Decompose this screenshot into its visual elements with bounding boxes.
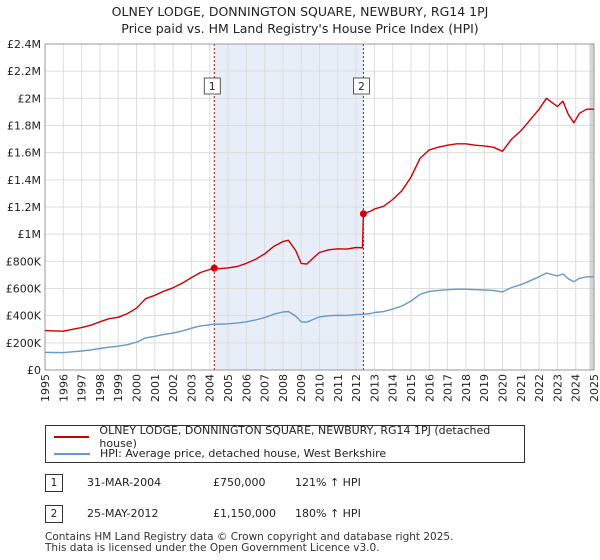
x-tick-label: 2022 xyxy=(533,374,546,402)
y-tick-label: £2M xyxy=(18,92,42,105)
x-tick-label: 2002 xyxy=(167,374,180,402)
x-tick-label: 2006 xyxy=(240,374,253,402)
y-tick-label: £2.2M xyxy=(7,65,41,78)
footer-licence: This data is licensed under the Open Gov… xyxy=(45,542,380,554)
legend-label-property: OLNEY LODGE, DONNINGTON SQUARE, NEWBURY,… xyxy=(99,423,491,450)
x-tick-label: 2017 xyxy=(442,374,455,402)
x-tick-label: 1999 xyxy=(112,374,125,402)
transaction-hpi-change: 121% ↑ HPI xyxy=(295,476,361,489)
x-tick-label: 2004 xyxy=(204,374,217,402)
x-tick-label: 2013 xyxy=(368,374,381,402)
x-tick-label: 2016 xyxy=(423,374,436,402)
x-tick-label: 2012 xyxy=(350,374,363,402)
chart-title-block: OLNEY LODGE, DONNINGTON SQUARE, NEWBURY,… xyxy=(0,3,600,37)
y-tick-label: £600K xyxy=(6,283,42,296)
y-tick-label: £400K xyxy=(6,310,42,323)
x-tick-label: 2021 xyxy=(515,374,528,402)
legend-swatch-hpi xyxy=(54,452,90,455)
x-tick-label: 2010 xyxy=(314,374,327,402)
chart-title: OLNEY LODGE, DONNINGTON SQUARE, NEWBURY,… xyxy=(111,4,489,19)
transaction-number-badge: 2 xyxy=(45,505,63,523)
x-tick-label: 2014 xyxy=(387,374,400,402)
transaction-number-badge: 1 xyxy=(45,474,63,492)
series-line-property xyxy=(44,97,594,332)
legend-label-hpi: HPI: Average price, detached house, West… xyxy=(100,447,387,460)
sale-point-marker xyxy=(359,210,367,218)
y-tick-label: £1.2M xyxy=(7,201,41,214)
footer-copyright: Contains HM Land Registry data © Crown c… xyxy=(45,531,454,543)
series-line-hpi xyxy=(44,272,594,354)
y-tick-label: £1.4M xyxy=(7,174,41,187)
x-tick-label: 2009 xyxy=(295,374,308,402)
x-tick-label: 2001 xyxy=(149,374,162,402)
x-tick-label: 1997 xyxy=(76,374,89,402)
x-tick-label: 2025 xyxy=(588,374,600,402)
legend-item-hpi: HPI: Average price, detached house, West… xyxy=(54,446,386,461)
legend-item-property: OLNEY LODGE, DONNINGTON SQUARE, NEWBURY,… xyxy=(54,424,524,450)
sale-point-marker xyxy=(210,264,218,272)
transaction-price: £750,000 xyxy=(213,476,266,489)
transaction-row: 2 25-MAY-2012 £1,150,000 180% ↑ HPI xyxy=(45,505,405,525)
x-tick-label: 1996 xyxy=(57,374,70,402)
y-tick-label: £1M xyxy=(18,228,42,241)
transaction-date: 31-MAR-2004 xyxy=(87,476,162,489)
annotation-box xyxy=(353,77,370,95)
x-tick-label: 2023 xyxy=(551,374,564,402)
transaction-row: 1 31-MAR-2004 £750,000 121% ↑ HPI xyxy=(45,474,405,494)
y-tick-label: £200K xyxy=(6,337,42,350)
legend: OLNEY LODGE, DONNINGTON SQUARE, NEWBURY,… xyxy=(45,424,525,463)
x-tick-label: 2020 xyxy=(497,374,510,402)
footer: Contains HM Land Registry data © Crown c… xyxy=(45,532,453,554)
transaction-date: 25-MAY-2012 xyxy=(87,507,159,520)
x-tick-label: 2018 xyxy=(460,374,473,402)
transaction-price: £1,150,000 xyxy=(213,507,276,520)
y-tick-label: £0 xyxy=(27,364,41,377)
plot-frame xyxy=(44,43,595,371)
legend-swatch-property xyxy=(54,435,90,438)
transaction-hpi-change: 180% ↑ HPI xyxy=(295,507,361,520)
x-tick-label: 2008 xyxy=(277,374,290,402)
chart-subtitle: Price paid vs. HM Land Registry's House … xyxy=(121,21,479,36)
x-tick-label: 2000 xyxy=(131,374,144,402)
x-tick-label: 2007 xyxy=(259,374,272,402)
x-tick-label: 2015 xyxy=(405,374,418,402)
x-tick-label: 2019 xyxy=(478,374,491,402)
x-tick-label: 1998 xyxy=(94,374,107,402)
annotation-box xyxy=(203,77,221,95)
x-tick-label: 2005 xyxy=(222,374,235,402)
y-tick-label: £800K xyxy=(6,255,42,268)
y-tick-label: £1.8M xyxy=(7,120,41,133)
x-tick-label: 2024 xyxy=(570,374,583,402)
y-tick-label: £1.6M xyxy=(7,147,41,160)
annotation-label: 2 xyxy=(358,81,365,93)
price-chart: 1 2 £0 £200K £400K £600K £800K £1M £1.2M £1.4M £1.… xyxy=(6,38,600,402)
x-tick-label: 2011 xyxy=(332,374,345,402)
annotation-label: 1 xyxy=(209,81,216,93)
y-tick-label: £2.4M xyxy=(7,38,41,51)
x-tick-label: 2003 xyxy=(185,374,198,402)
x-tick-label: 1995 xyxy=(39,374,52,402)
